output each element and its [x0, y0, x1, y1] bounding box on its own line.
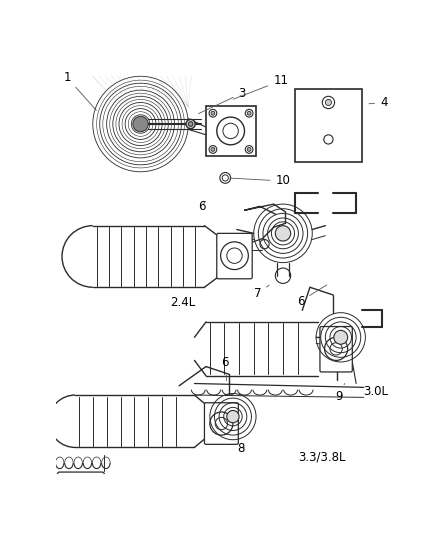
FancyBboxPatch shape: [320, 327, 352, 372]
Text: 11: 11: [233, 75, 288, 99]
Text: 7: 7: [254, 285, 269, 300]
FancyBboxPatch shape: [205, 403, 238, 445]
Text: 10: 10: [230, 174, 290, 188]
Text: 6: 6: [198, 200, 206, 213]
Circle shape: [211, 111, 215, 115]
Text: 6: 6: [297, 285, 327, 308]
Text: 3.0L: 3.0L: [363, 385, 388, 398]
Text: 1: 1: [64, 71, 96, 110]
Circle shape: [211, 148, 215, 151]
Circle shape: [247, 111, 251, 115]
Text: 3: 3: [198, 87, 246, 114]
Circle shape: [188, 122, 193, 126]
Circle shape: [227, 410, 239, 423]
Text: 3.3/3.8L: 3.3/3.8L: [298, 450, 345, 463]
Bar: [294, 88, 362, 161]
Text: 9: 9: [336, 384, 345, 403]
FancyBboxPatch shape: [217, 233, 252, 279]
FancyBboxPatch shape: [206, 106, 256, 156]
FancyBboxPatch shape: [57, 472, 104, 507]
Circle shape: [334, 330, 348, 344]
Text: 4: 4: [369, 96, 388, 109]
Circle shape: [276, 225, 291, 241]
Circle shape: [247, 148, 251, 151]
Circle shape: [133, 116, 148, 132]
Circle shape: [325, 99, 332, 106]
Text: 6: 6: [222, 356, 229, 381]
Circle shape: [186, 119, 195, 128]
Text: 2.4L: 2.4L: [170, 296, 195, 309]
Text: 8: 8: [237, 442, 244, 456]
